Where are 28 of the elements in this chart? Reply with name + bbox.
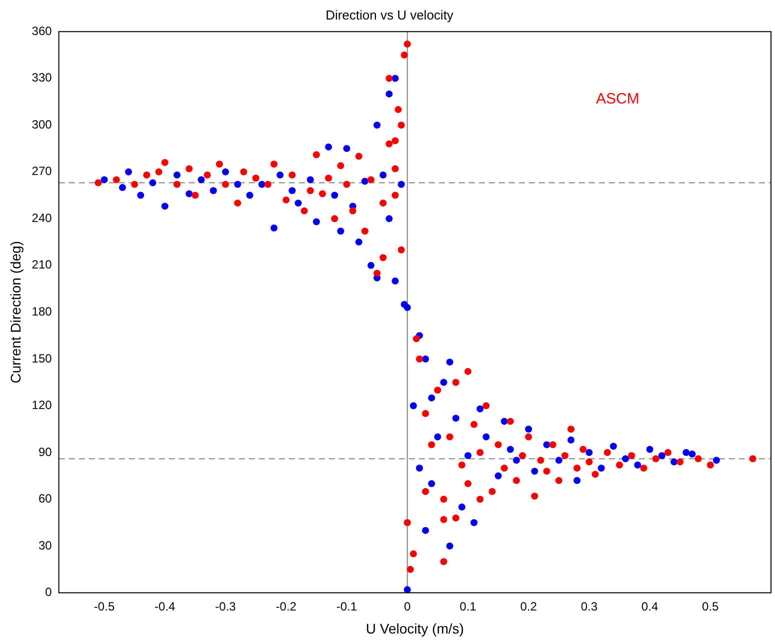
y-tick-label: 120 — [32, 398, 52, 412]
y-tick-label: 300 — [32, 117, 52, 132]
x-tick-label: -0.2 — [276, 599, 297, 614]
y-tick-label: 210 — [32, 258, 52, 272]
text: ASCM — [596, 90, 640, 108]
y-tick-label: 150 — [32, 351, 52, 366]
x-tick-label: 0.4 — [641, 599, 658, 614]
x-tick-label: 0.1 — [460, 599, 477, 614]
y-axis-title: Current Direction (deg) — [7, 241, 24, 384]
y-tick-label: 180 — [32, 304, 52, 319]
y-tick-label: 270 — [32, 164, 52, 178]
x-tick-label: 0.5 — [702, 599, 720, 614]
y-tick-label: 60 — [38, 492, 52, 506]
x-tick-label: -0.3 — [215, 599, 236, 614]
x-tick-label: 0.3 — [580, 599, 598, 614]
x-tick-label: -0.5 — [94, 599, 115, 614]
y-tick-label: 240 — [32, 210, 52, 225]
x-axis-title: U Velocity (m/s) — [366, 620, 464, 636]
y-tick-label: 0 — [45, 585, 52, 600]
x-tick-label: -0.4 — [154, 599, 176, 614]
x-tick-label: 0.2 — [520, 599, 538, 614]
x-tick-label: -0.1 — [336, 599, 358, 614]
chart-title: Direction vs U velocity — [326, 7, 454, 22]
x-tick-label: 0 — [404, 599, 411, 614]
y-tick-label: 330 — [32, 70, 52, 85]
y-tick-label: 90 — [38, 444, 52, 459]
y-tick-label: 360 — [32, 24, 52, 38]
y-tick-label: 30 — [38, 538, 52, 552]
